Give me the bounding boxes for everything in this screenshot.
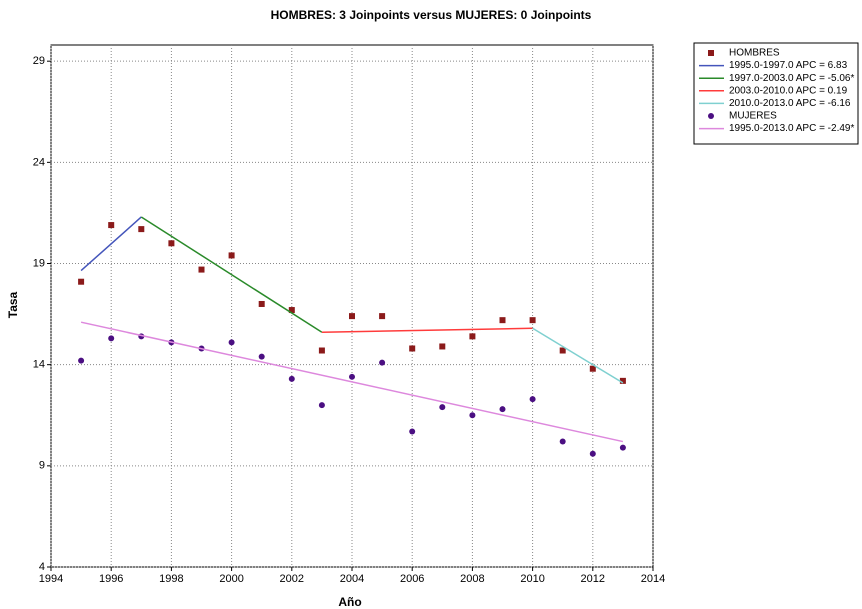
data-point [349,373,355,380]
data-point [288,375,295,382]
legend-swatch [708,50,714,56]
x-tick-label: 2002 [280,573,304,585]
data-point [228,252,235,259]
data-point [469,412,476,419]
data-point [78,278,85,285]
data-point [529,396,536,403]
data-point [439,343,446,350]
x-tick-label: 2006 [400,573,424,585]
data-point [439,404,446,411]
fit-line [140,216,323,333]
data-point [379,313,386,320]
chart-title: HOMBRES: 3 Joinpoints versus MUJERES: 0 … [271,8,592,22]
data-point [619,444,626,451]
data-point [589,365,596,372]
legend-swatch [708,113,714,119]
data-point [228,339,235,346]
y-tick-label: 14 [33,359,45,371]
data-point [318,347,325,354]
legend-label: 2003.0-2010.0 APC = 0.19 [729,85,848,96]
x-tick-label: 2008 [460,573,484,585]
y-tick-label: 4 [39,561,45,573]
data-point [168,240,175,247]
data-point [108,335,115,342]
data-point [559,438,566,445]
data-point [138,226,145,233]
legend-label: 1997.0-2003.0 APC = -5.06* [729,73,854,84]
data-point [349,313,355,320]
data-point [409,345,416,352]
x-tick-label: 1994 [39,573,63,585]
data-point [499,317,506,324]
data-point [469,333,476,340]
fit-line [80,216,142,272]
y-tick-label: 9 [39,460,45,472]
x-tick-label: 2010 [520,573,544,585]
data-point [409,428,416,435]
data-point [589,450,596,457]
data-point [529,317,536,324]
data-point [318,402,325,409]
legend-label: 1995.0-2013.0 APC = -2.49* [729,123,854,134]
x-axis-title: Año [338,595,361,609]
y-tick-label: 24 [33,156,45,168]
data-point [258,353,265,360]
data-point [78,357,85,364]
x-tick-label: 2004 [340,573,364,585]
x-tick-label: 1998 [159,573,183,585]
data-point [198,266,205,273]
data-point [499,406,506,413]
y-tick-label: 19 [33,257,45,269]
legend-box [693,42,859,145]
data-point [258,300,265,307]
legend-label: 1995.0-1997.0 APC = 6.83 [729,60,848,71]
data-point [559,347,566,354]
x-tick-label: 2012 [581,573,605,585]
data-point [379,359,386,366]
fit-line [532,327,624,384]
y-axis-title: Tasa [6,291,20,318]
x-tick-label: 1996 [99,573,123,585]
data-point [619,377,626,384]
fit-line [321,327,533,334]
legend-label: 2010.0-2013.0 APC = -6.16 [729,98,851,109]
data-point [288,307,295,314]
legend-label: HOMBRES [729,48,780,59]
fit-line [80,321,624,443]
y-tick-label: 29 [33,55,45,67]
legend-label: MUJERES [729,111,777,122]
data-point [108,222,115,229]
x-tick-label: 2000 [219,573,243,585]
x-tick-label: 2014 [641,573,665,585]
